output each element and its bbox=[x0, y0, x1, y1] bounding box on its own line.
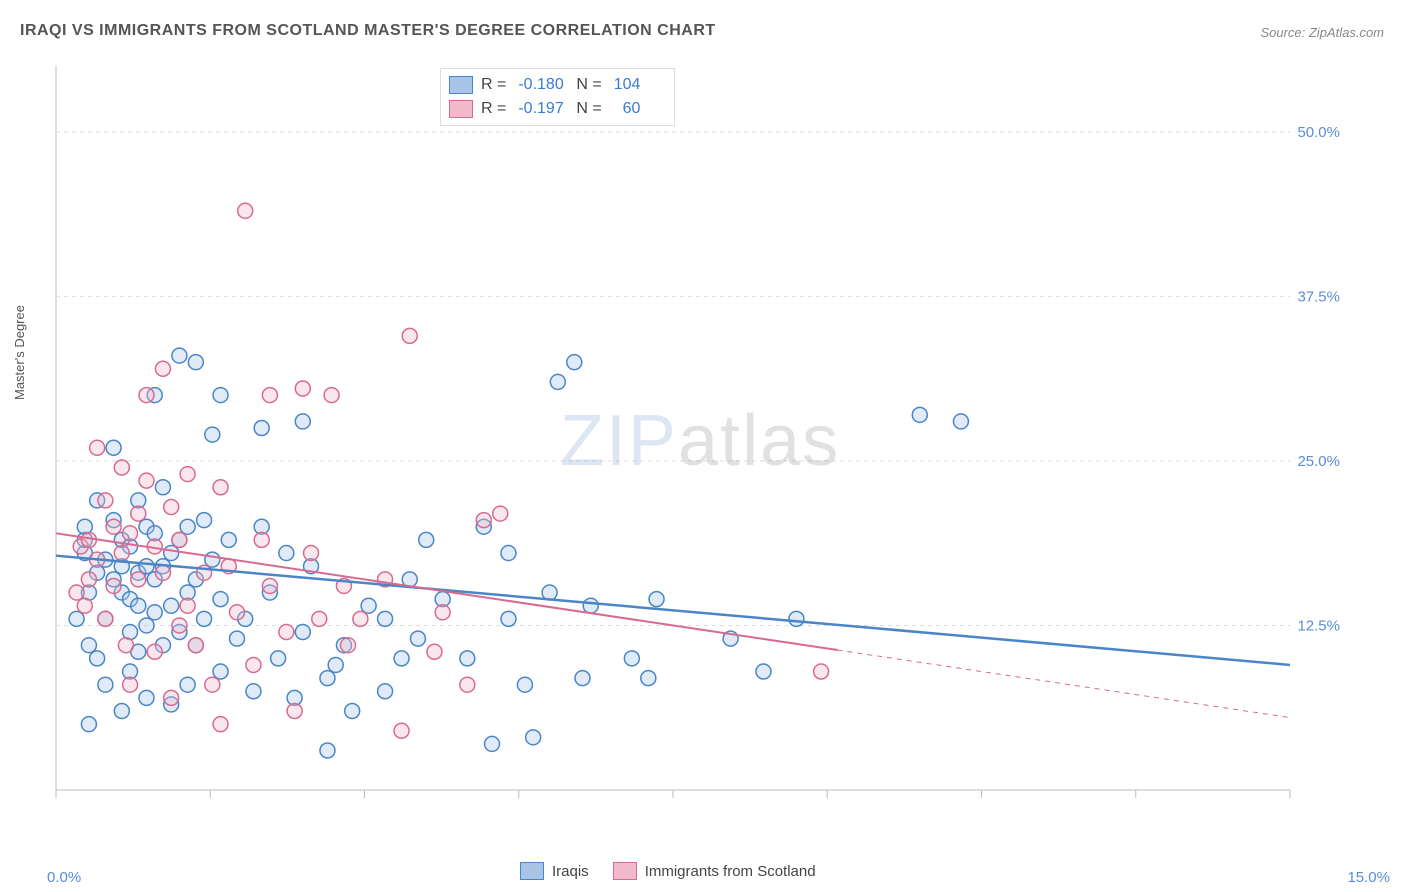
svg-text:50.0%: 50.0% bbox=[1297, 124, 1340, 141]
r-value: -0.197 bbox=[518, 97, 568, 121]
n-value: 60 bbox=[614, 97, 664, 121]
legend-swatch-iraqis bbox=[520, 862, 544, 880]
r-label: R = bbox=[481, 97, 506, 121]
y-axis-label: Master's Degree bbox=[12, 305, 27, 400]
correlation-legend: R = -0.180 N = 104 R = -0.197 N = 60 bbox=[440, 68, 675, 126]
series-legend-item-1: Immigrants from Scotland bbox=[613, 862, 816, 880]
n-label: N = bbox=[576, 97, 601, 121]
chart-title: IRAQI VS IMMIGRANTS FROM SCOTLAND MASTER… bbox=[20, 22, 716, 40]
svg-text:37.5%: 37.5% bbox=[1297, 288, 1340, 305]
x-axis-max-label: 15.0% bbox=[1347, 869, 1390, 886]
chart-svg: 12.5% 25.0% 37.5% 50.0% bbox=[50, 60, 1350, 830]
legend-swatch-scotland bbox=[449, 100, 473, 118]
series-legend-item-0: Iraqis bbox=[520, 862, 589, 880]
svg-text:25.0%: 25.0% bbox=[1297, 453, 1340, 470]
r-label: R = bbox=[481, 73, 506, 97]
x-axis-min-label: 0.0% bbox=[47, 869, 81, 886]
correlation-legend-row-0: R = -0.180 N = 104 bbox=[449, 73, 664, 97]
correlation-legend-row-1: R = -0.197 N = 60 bbox=[449, 97, 664, 121]
plot-area: 12.5% 25.0% 37.5% 50.0% bbox=[50, 60, 1350, 830]
n-label: N = bbox=[576, 73, 601, 97]
series-legend: Iraqis Immigrants from Scotland bbox=[520, 862, 816, 880]
legend-swatch-iraqis bbox=[449, 76, 473, 94]
svg-text:12.5%: 12.5% bbox=[1297, 617, 1340, 634]
series-label: Immigrants from Scotland bbox=[645, 863, 816, 880]
chart-container: IRAQI VS IMMIGRANTS FROM SCOTLAND MASTER… bbox=[0, 0, 1406, 892]
r-value: -0.180 bbox=[518, 73, 568, 97]
series-label: Iraqis bbox=[552, 863, 589, 880]
legend-swatch-scotland bbox=[613, 862, 637, 880]
n-value: 104 bbox=[614, 73, 664, 97]
source-attribution: Source: ZipAtlas.com bbox=[1260, 25, 1384, 40]
